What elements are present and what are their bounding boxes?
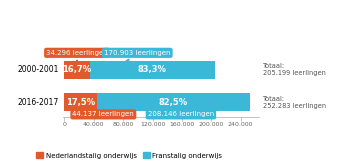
Text: Totaal:
205.199 leerlingen: Totaal: 205.199 leerlingen bbox=[263, 63, 326, 76]
Bar bbox=[90, 61, 215, 79]
Bar bbox=[64, 93, 97, 111]
Text: 82,5%: 82,5% bbox=[159, 98, 188, 107]
Text: 170.903 leerlingen: 170.903 leerlingen bbox=[104, 50, 170, 61]
Text: 2000-2001: 2000-2001 bbox=[17, 65, 58, 74]
Text: 16,7%: 16,7% bbox=[63, 65, 92, 74]
Text: 17,5%: 17,5% bbox=[66, 98, 95, 107]
Text: 44.137 leerlingen: 44.137 leerlingen bbox=[72, 111, 134, 117]
Text: 34.296 leerlingen: 34.296 leerlingen bbox=[46, 50, 108, 62]
Text: Totaal:
252.283 leerlingen: Totaal: 252.283 leerlingen bbox=[263, 96, 326, 109]
Bar bbox=[64, 61, 90, 79]
Text: 208.146 leerlingen: 208.146 leerlingen bbox=[148, 111, 214, 117]
Bar bbox=[97, 93, 250, 111]
Text: 2016-2017: 2016-2017 bbox=[18, 98, 58, 107]
Legend: Nederlandstalig onderwijs, Franstalig onderwijs: Nederlandstalig onderwijs, Franstalig on… bbox=[36, 152, 223, 159]
Text: 83,3%: 83,3% bbox=[138, 65, 167, 74]
